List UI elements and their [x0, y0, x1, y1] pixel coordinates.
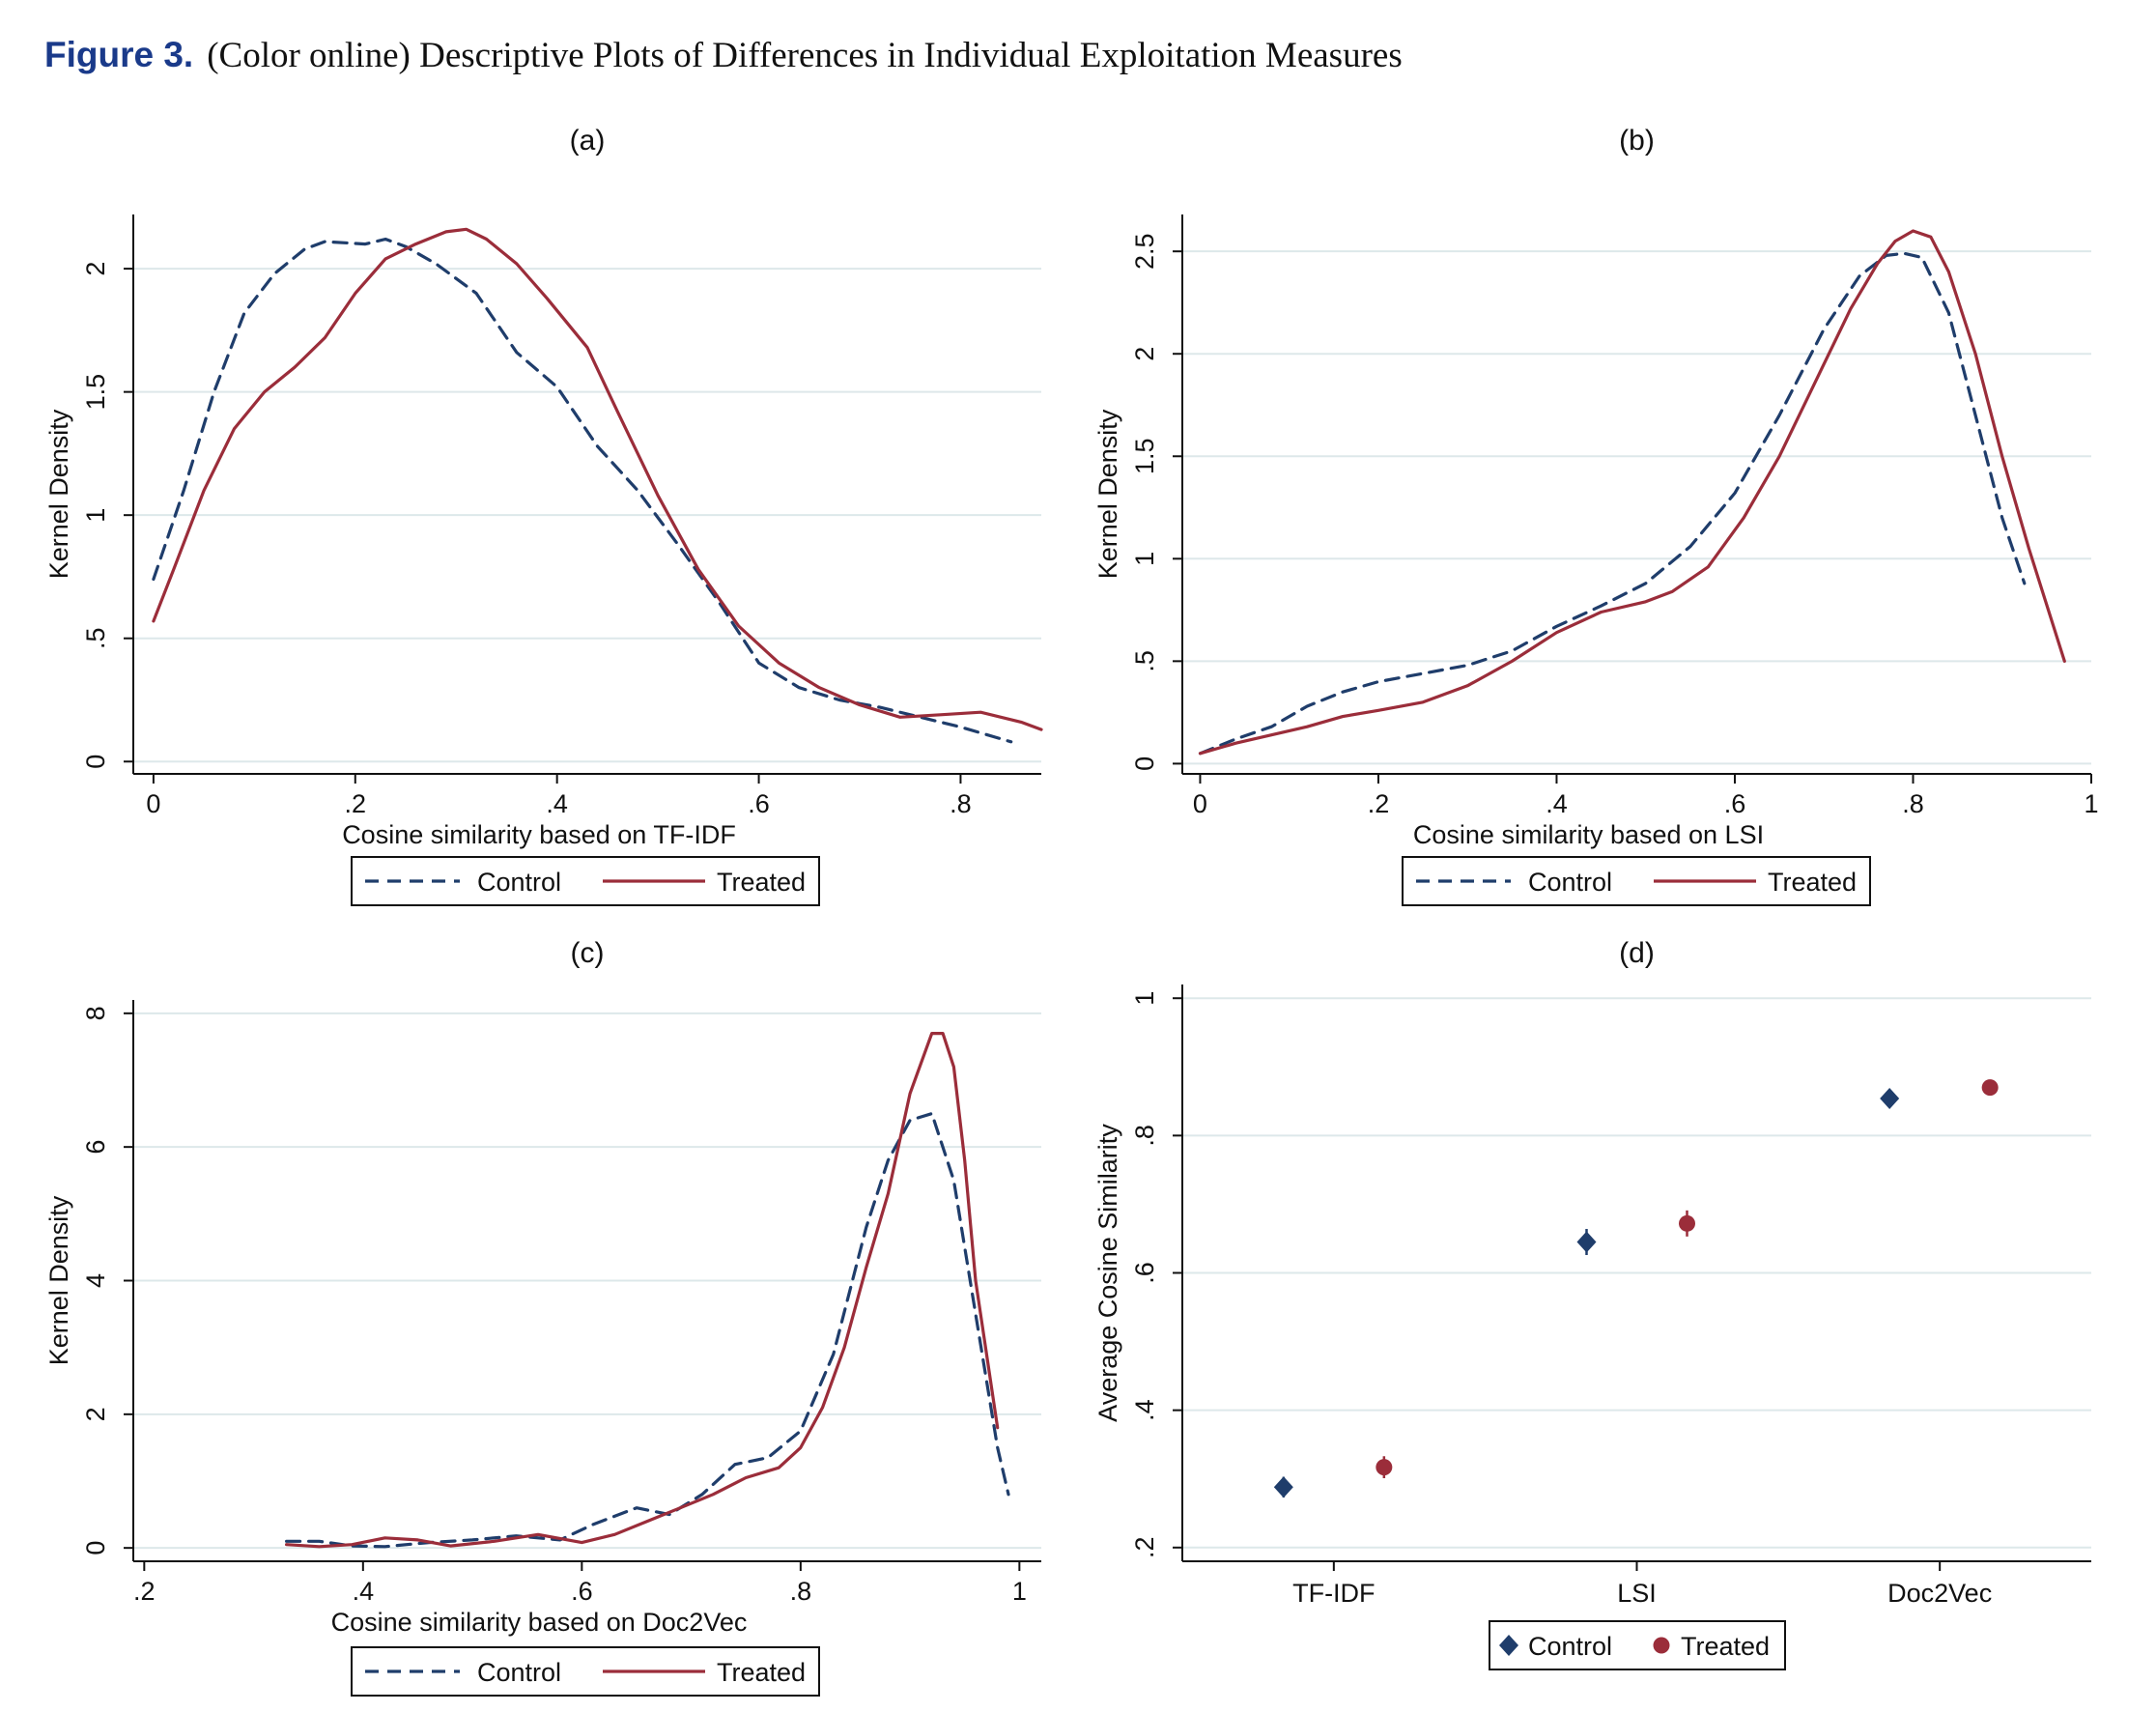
x-tick-label: .6 — [1724, 789, 1746, 818]
x-tick-label: .6 — [571, 1577, 593, 1606]
y-axis-title: Kernel Density — [44, 1195, 73, 1365]
y-tick-label: 2 — [81, 262, 110, 276]
series-line-control — [285, 1111, 1010, 1549]
y-tick-label: .8 — [1130, 1125, 1159, 1147]
legend-swatch-treated — [1653, 1637, 1670, 1654]
panel-title: (d) — [1619, 937, 1655, 969]
y-tick-label: 4 — [81, 1273, 110, 1288]
data-point-treated — [1679, 1214, 1695, 1232]
series-line-treated — [1198, 229, 2066, 756]
y-tick-label: .5 — [1130, 650, 1159, 672]
legend-label-control: Control — [1528, 868, 1612, 897]
series-line-treated — [285, 1031, 1000, 1549]
data-point-control — [1576, 1231, 1597, 1253]
data-point-treated — [1981, 1079, 1999, 1097]
legend: Control Treated — [1402, 856, 1871, 906]
y-tick-label: 1.5 — [81, 374, 110, 411]
chart-panel-d: (d) .2 .4 .6 .8 1 TF-IDF LSI Doc2Vec Average Cosi… — [1093, 937, 2091, 1670]
y-tick-label: 1 — [1130, 552, 1159, 566]
y-tick-label: 0 — [81, 755, 110, 769]
y-axis-title: Kernel Density — [44, 409, 73, 579]
legend: Control Treated — [1489, 1620, 1786, 1670]
legend-label-treated: Treated — [1681, 1632, 1770, 1661]
x-tick-label: 0 — [146, 789, 160, 818]
legend-label-treated: Treated — [717, 1658, 806, 1687]
figure-title: Figure 3. (Color online) Descriptive Plot… — [44, 35, 1403, 76]
legend-label-control: Control — [477, 868, 561, 897]
legend-label-treated: Treated — [717, 868, 806, 897]
legend-label-control: Control — [477, 1658, 561, 1687]
x-tick-label: LSI — [1617, 1579, 1657, 1608]
data-point-treated — [1376, 1459, 1393, 1476]
x-tick-label: .6 — [748, 789, 770, 818]
x-tick-label: .2 — [1368, 789, 1390, 818]
y-axis-title: Kernel Density — [1093, 409, 1122, 579]
series-line-control — [152, 237, 1013, 744]
legend-box — [1489, 1620, 1786, 1670]
legend-box — [351, 1646, 820, 1697]
legend: Control Treated — [351, 856, 820, 906]
legend-label-control: Control — [1528, 1632, 1612, 1661]
x-tick-label: .4 — [353, 1577, 375, 1606]
panel-title: (b) — [1619, 125, 1655, 157]
legend: Control Treated — [351, 1646, 820, 1697]
x-tick-label: Doc2Vec — [1887, 1579, 1992, 1608]
y-tick-label: .2 — [1130, 1537, 1159, 1559]
y-tick-label: 0 — [1130, 756, 1159, 771]
y-tick-label: 0 — [81, 1541, 110, 1555]
x-axis-title: Cosine similarity based on Doc2Vec — [331, 1608, 748, 1637]
y-tick-label: .6 — [1130, 1262, 1159, 1284]
x-tick-label: .4 — [1546, 789, 1568, 818]
x-tick-label: 1 — [1012, 1577, 1027, 1606]
legend-swatch-control — [1499, 1635, 1518, 1656]
x-tick-label: TF-IDF — [1292, 1579, 1375, 1608]
figure-label: Figure 3. — [44, 35, 194, 74]
x-tick-label: 1 — [2084, 789, 2098, 818]
y-tick-label: 2 — [1130, 347, 1159, 361]
y-tick-label: 1.5 — [1130, 438, 1159, 474]
data-point-control — [1273, 1476, 1293, 1498]
y-axis-title: Average Cosine Similarity — [1093, 1124, 1122, 1422]
y-tick-label: .5 — [81, 627, 110, 649]
x-axis-title: Cosine similarity based on TF-IDF — [342, 820, 736, 849]
x-tick-label: .8 — [950, 789, 972, 818]
legend-box — [1402, 856, 1871, 906]
figure-caption: (Color online) Descriptive Plots of Diff… — [207, 36, 1403, 75]
y-tick-label: 2 — [81, 1407, 110, 1421]
legend-box — [351, 856, 820, 906]
series-line-control — [1198, 251, 2027, 756]
x-tick-label: 0 — [1193, 789, 1207, 818]
x-tick-label: .2 — [133, 1577, 156, 1606]
y-tick-label: 6 — [81, 1140, 110, 1155]
chart-panel-c: (c) 0 2 4 6 8 .2 .4 .6 .8 1 Cosine similarity based… — [44, 937, 1041, 1697]
chart-panel-b: (b) 0 .5 1 1.5 2 2.5 0 .2 .4 .6 .8 1 Cosine similarit… — [1093, 125, 2099, 906]
panel-title: (a) — [570, 125, 606, 157]
panel-title: (c) — [571, 937, 605, 969]
y-tick-label: 8 — [81, 1006, 110, 1020]
y-tick-label: .4 — [1130, 1399, 1159, 1421]
x-tick-label: .4 — [546, 789, 568, 818]
data-point-control — [1880, 1087, 1900, 1109]
chart-panel-a: (a) 0 .5 1 1.5 2 0 .2 .4 .6 .8 Cosine similarity ba… — [44, 125, 1043, 906]
series-line-treated — [152, 227, 1043, 731]
x-tick-label: .2 — [345, 789, 367, 818]
y-tick-label: 1 — [81, 508, 110, 523]
y-tick-label: 1 — [1130, 991, 1159, 1006]
x-tick-label: .8 — [1902, 789, 1924, 818]
y-tick-label: 2.5 — [1130, 233, 1159, 270]
x-tick-label: .8 — [790, 1577, 812, 1606]
x-axis-title: Cosine similarity based on LSI — [1413, 820, 1764, 849]
legend-label-treated: Treated — [1768, 868, 1857, 897]
